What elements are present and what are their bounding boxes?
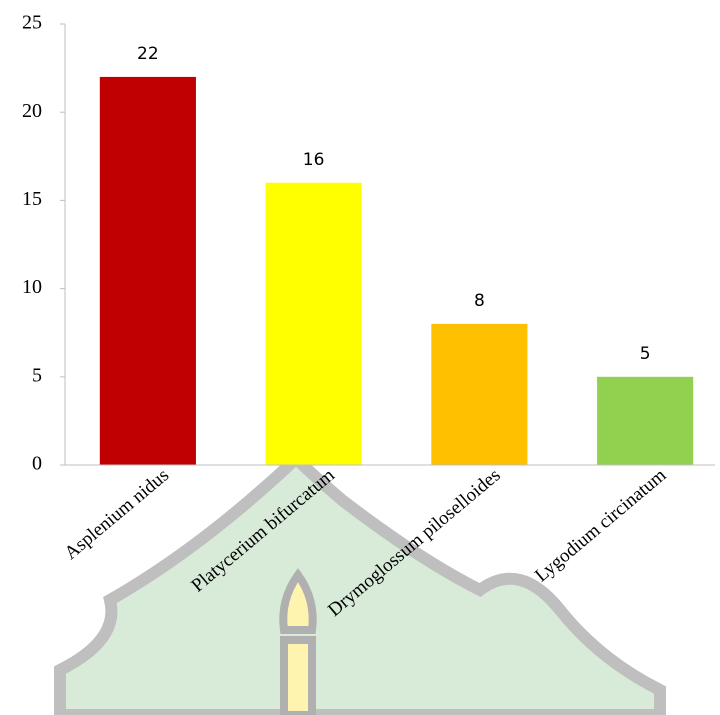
bar (99, 76, 196, 466)
y-tick-label: 15 (22, 188, 42, 210)
watermark (54, 449, 666, 715)
data-label: 8 (474, 291, 485, 311)
y-tick-label: 0 (32, 453, 42, 475)
bar (597, 376, 694, 465)
y-tick-label: 20 (22, 100, 42, 122)
data-label: 22 (137, 44, 159, 64)
x-tick-label: Lygodium circinatum (531, 465, 670, 587)
x-tick-label: Asplenium nidus (61, 465, 174, 564)
data-label: 5 (640, 344, 651, 364)
y-tick-label: 5 (32, 364, 42, 386)
bar (265, 182, 362, 465)
y-tick-label: 25 (22, 12, 42, 34)
data-label: 16 (303, 150, 325, 170)
bar (431, 323, 528, 465)
y-tick-label: 10 (22, 276, 42, 298)
